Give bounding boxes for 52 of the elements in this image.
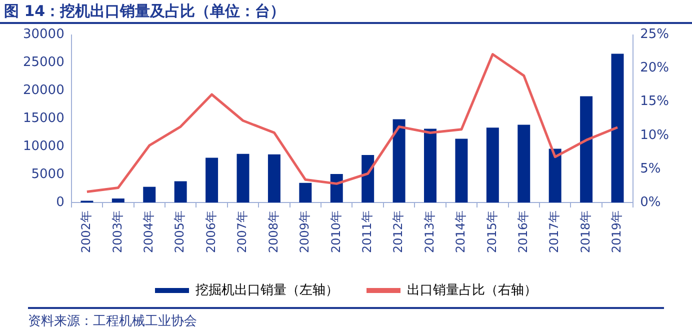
bar [580,96,593,202]
y2-tick-label: 0% [640,194,661,210]
x-tick-label: 2014年 [454,210,468,254]
bar [392,119,406,202]
y-tick-label: 20000 [22,83,64,98]
y2-tick-label: 5% [640,161,661,176]
y-tick-label: 10000 [22,138,64,154]
bar [330,174,343,202]
y2-tick-label: 20% [640,60,670,76]
bar [362,154,374,202]
bar [143,186,156,202]
bar [548,148,562,202]
bar [206,158,218,202]
y2-tick-label: 15% [640,94,670,110]
x-tick-label: 2011年 [360,210,374,254]
x-tick-label: 2004年 [142,210,156,254]
y-tick-label: 25000 [22,55,64,70]
x-tick-label: 2003年 [110,210,124,254]
bar [486,128,499,202]
bar [174,181,187,202]
legend-label: 出口销量占比（右轴） [407,282,537,298]
x-tick-label: 2013年 [422,210,436,254]
x-tick-label: 2012年 [391,210,406,254]
x-tick-label: 2007年 [235,210,250,254]
x-tick-label: 2016年 [516,210,530,254]
bar [268,154,280,202]
bar [455,138,468,202]
y2-tick-label: 10% [640,128,670,143]
text: 资料来源：工程机械工业协会 [28,307,664,330]
bar [299,182,312,202]
x-tick-label: 2008年 [266,210,280,254]
x-tick-label: 2006年 [204,210,218,254]
x-tick-label: 2009年 [298,210,312,254]
y-tick-label: 5000 [31,166,64,182]
bar [112,198,124,202]
chart-title: 图 14：挖机出口销量及占比（单位：台） [0,0,692,24]
x-tick-label: 2015年 [484,210,499,254]
bar [518,124,530,202]
y-tick-label: 30000 [22,27,64,42]
x-tick-label: 2017年 [547,210,562,254]
x-tick-label: 2010年 [328,210,343,254]
bar [424,128,436,202]
bar [236,154,250,202]
bar [611,54,624,202]
x-tick-label: 2018年 [578,210,592,254]
legend-label: 挖掘机出口销量（左轴） [196,282,338,298]
x-tick-label: 2019年 [610,210,624,254]
x-tick-label: 2005年 [172,210,187,254]
y-tick-label: 0 [56,194,64,210]
y2-tick-label: 25% [640,27,670,42]
y-tick-label: 15000 [22,111,64,126]
x-tick-label: 2002年 [79,210,94,254]
